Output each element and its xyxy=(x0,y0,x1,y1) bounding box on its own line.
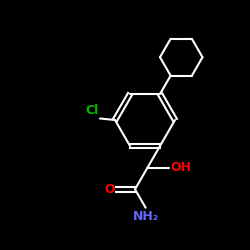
Text: NH₂: NH₂ xyxy=(132,210,159,223)
Text: O: O xyxy=(104,183,115,196)
Text: OH: OH xyxy=(170,161,191,174)
Text: Cl: Cl xyxy=(86,104,99,117)
